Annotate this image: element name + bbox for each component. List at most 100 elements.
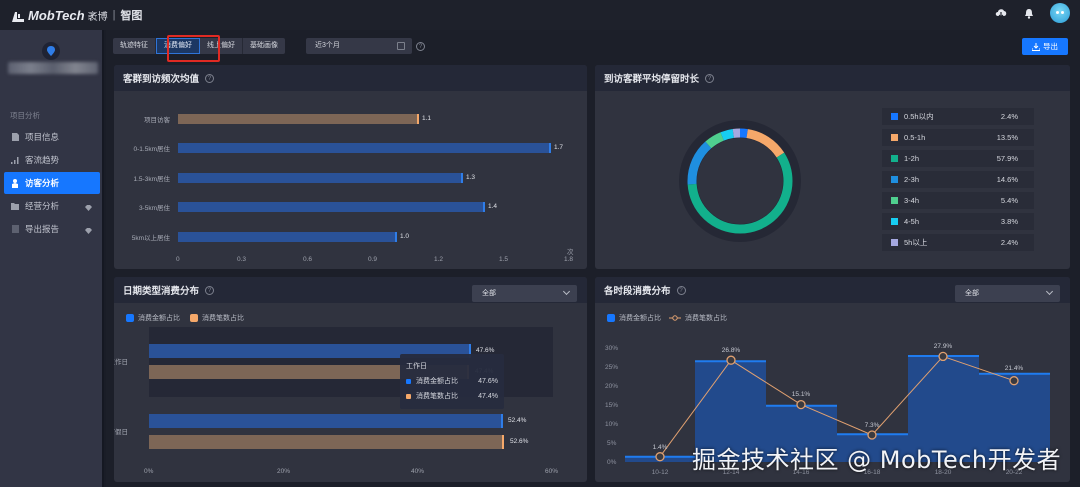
x-tick: 0.6 xyxy=(303,256,313,263)
legend-item[interactable]: 1-2h 57.9% xyxy=(882,150,1034,167)
svg-text:15%: 15% xyxy=(605,402,618,409)
download-icon xyxy=(1032,42,1040,51)
legend-item[interactable]: 3-4h 5.4% xyxy=(882,192,1034,209)
legend-item[interactable]: 4-5h 3.8% xyxy=(882,213,1034,230)
axis-label: 5km以上居住 xyxy=(131,235,170,242)
bar-value: 1.1 xyxy=(422,115,432,122)
svg-text:5%: 5% xyxy=(607,440,617,447)
bar-holiday-count[interactable] xyxy=(149,435,504,449)
x-tick: 60% xyxy=(545,468,559,475)
tab-consumption-preference[interactable]: 消费偏好 xyxy=(156,38,200,54)
x-tick: 20% xyxy=(277,468,291,475)
brand-name: MobTech xyxy=(28,7,85,23)
x-tick: 0 xyxy=(176,256,180,263)
bar-value: 47.6% xyxy=(476,347,495,354)
sidebar-item-export-report[interactable]: 导出报告 xyxy=(4,218,100,240)
tab-basic-profile[interactable]: 基础画像 xyxy=(250,42,278,49)
time-period-filter-select[interactable]: 全部 xyxy=(955,285,1060,302)
product-name: 智图 xyxy=(120,10,143,22)
svg-text:26.8%: 26.8% xyxy=(722,347,741,354)
watermark-text: 掘金技术社区 @ MobTech开发者 xyxy=(692,446,1062,474)
date-type-filter-select[interactable]: 全部 xyxy=(472,285,577,302)
legend-item[interactable]: 消费笔数占比 xyxy=(669,313,727,323)
vip-diamond-icon xyxy=(85,226,92,234)
donut-chart xyxy=(679,120,801,242)
sidebar: 项目分析 项目信息 客流趋势 访客分析 经营分析 导出报告 xyxy=(0,30,104,487)
legend-item[interactable]: 0.5-1h 13.5% xyxy=(882,129,1034,146)
date-range-picker[interactable]: 近3个月 xyxy=(306,38,412,54)
help-icon[interactable]: ? xyxy=(205,73,215,83)
export-button[interactable]: 导出 xyxy=(1022,38,1068,55)
date-range-value: 近3个月 xyxy=(315,42,340,49)
cloud-download-icon[interactable] xyxy=(994,6,1008,20)
svg-text:14-16: 14-16 xyxy=(793,469,810,476)
legend-item[interactable]: 0.5h以内 2.4% xyxy=(882,108,1034,125)
bar-0-1.5km[interactable] xyxy=(178,143,551,153)
bar-value: 52.4% xyxy=(508,417,527,424)
help-icon[interactable]: ? xyxy=(416,42,425,51)
project-name-blurred xyxy=(8,62,98,74)
tab-trajectory[interactable]: 轨迹特征 xyxy=(113,38,156,54)
card-title: 客群到访频次均值 xyxy=(123,74,200,85)
svg-text:18-20: 18-20 xyxy=(935,469,952,476)
svg-text:20-22: 20-22 xyxy=(1006,469,1023,476)
mobtech-logo-icon xyxy=(12,10,24,22)
bar-project-visitors[interactable] xyxy=(178,114,419,124)
location-pin-icon xyxy=(42,42,60,60)
sidebar-item-project-info[interactable]: 项目信息 xyxy=(4,126,100,148)
export-label: 导出 xyxy=(1043,42,1058,51)
bar-holiday-amount[interactable] xyxy=(149,414,503,428)
bar-value: 1.0 xyxy=(400,233,410,240)
card-header: 到访客群平均停留时长 ? xyxy=(595,65,1070,91)
vip-diamond-icon xyxy=(85,203,92,211)
x-tick: 1.2 xyxy=(434,256,444,263)
bar-5km-plus[interactable] xyxy=(178,232,397,242)
legend-item[interactable]: 消费金额占比 xyxy=(126,313,180,323)
main-content: 轨迹特征 消费偏好 线上偏好 基础画像 近3个月 ? 导出 客群到访频次均值 ?… xyxy=(106,30,1080,487)
svg-text:1.4%: 1.4% xyxy=(653,444,668,451)
svg-text:20%: 20% xyxy=(605,383,618,390)
help-icon[interactable]: ? xyxy=(705,73,715,83)
report-icon xyxy=(11,225,19,233)
svg-text:12-14: 12-14 xyxy=(723,469,740,476)
brand-logo[interactable]: MobTech 袤博 | 智图 xyxy=(12,7,142,23)
sidebar-item-business-analysis[interactable]: 经营分析 xyxy=(4,195,100,217)
axis-label: 项目访客 xyxy=(144,117,170,124)
card-title: 日期类型消费分布 xyxy=(123,286,200,297)
svg-text:7.3%: 7.3% xyxy=(865,422,880,429)
card-visit-frequency: 客群到访频次均值 ? 项目访客 1.1 0-1.5km居住 1.7 1.5-3k… xyxy=(114,65,587,269)
svg-text:30%: 30% xyxy=(605,345,618,352)
svg-text:21.4%: 21.4% xyxy=(1005,365,1024,372)
legend-item[interactable]: 5h以上 2.4% xyxy=(882,234,1034,251)
help-icon[interactable]: ? xyxy=(676,285,686,295)
svg-text:10-12: 10-12 xyxy=(652,469,669,476)
legend-item[interactable]: 消费金额占比 xyxy=(607,313,661,323)
file-icon xyxy=(11,133,19,141)
tab-online-preference[interactable]: 线上偏好 xyxy=(200,38,243,54)
bar-value: 1.4 xyxy=(488,203,498,210)
axis-label: 工作日 xyxy=(114,359,128,366)
bar-3-5km[interactable] xyxy=(178,202,485,212)
sidebar-item-traffic-trend[interactable]: 客流趋势 xyxy=(4,149,100,171)
bar-1.5-3km[interactable] xyxy=(178,173,463,183)
legend-item[interactable]: 消费笔数占比 xyxy=(190,313,244,323)
x-tick: 40% xyxy=(411,468,425,475)
bar-chart-icon xyxy=(11,156,19,164)
sidebar-item-visitor-analysis[interactable]: 访客分析 xyxy=(4,172,100,194)
x-tick: 0.3 xyxy=(237,256,247,263)
bell-icon[interactable] xyxy=(1022,6,1036,20)
card-date-type-consumption: 日期类型消费分布 ? 全部 消费金额占比 消费笔数占比 工作日 47.6% 47… xyxy=(114,277,587,482)
axis-label: 节假日 xyxy=(114,429,128,436)
x-tick: 1.5 xyxy=(499,256,509,263)
bar-workday-amount[interactable] xyxy=(149,344,471,358)
person-icon xyxy=(11,178,19,188)
axis-label: 1.5-3km居住 xyxy=(133,176,170,183)
legend-item[interactable]: 2-3h 14.6% xyxy=(882,171,1034,188)
sidebar-item-label: 经营分析 xyxy=(25,201,60,211)
donut-segment-1-2h xyxy=(687,128,793,234)
tooltip-title: 工作日 xyxy=(406,363,427,370)
x-unit: 次 xyxy=(567,249,574,256)
svg-text:15.1%: 15.1% xyxy=(792,391,811,398)
help-icon[interactable]: ? xyxy=(205,285,215,295)
avatar[interactable] xyxy=(1050,3,1070,23)
